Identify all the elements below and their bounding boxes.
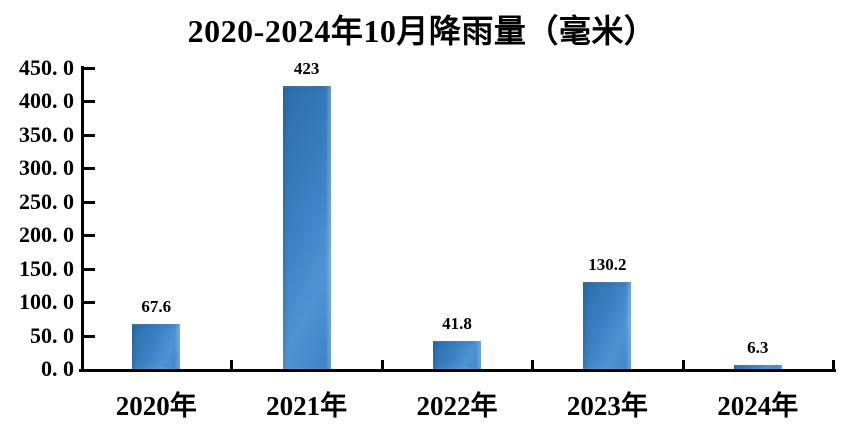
x-axis-category-label: 2020年 xyxy=(115,391,197,421)
bar-2023年 xyxy=(583,281,632,369)
y-axis-tick-label: 300. 0 xyxy=(19,155,74,181)
x-axis-tick xyxy=(531,360,535,372)
y-axis-tick xyxy=(84,234,95,238)
x-axis-tick xyxy=(681,360,685,372)
bar-value-label: 67.6 xyxy=(141,296,172,316)
bar-value-label: 130.2 xyxy=(588,254,627,274)
y-axis-tick xyxy=(84,167,95,171)
x-axis-line xyxy=(79,369,836,372)
y-axis-tick-label: 450. 0 xyxy=(19,55,74,80)
chart-title: 2020-2024年10月降雨量（毫米） xyxy=(187,13,657,49)
bar-2020年 xyxy=(132,323,181,369)
y-axis-tick-label: 350. 0 xyxy=(19,121,74,147)
x-axis-category-label: 2022年 xyxy=(416,391,498,421)
y-axis-tick-label: 400. 0 xyxy=(19,88,74,114)
bar-2021年 xyxy=(282,86,331,369)
y-axis-tick xyxy=(84,133,95,137)
bar-value-label: 6.3 xyxy=(747,337,769,357)
x-axis-tick xyxy=(380,360,384,372)
y-axis-tick-label: 50. 0 xyxy=(30,322,74,348)
y-axis-tick xyxy=(84,100,95,104)
x-axis-tick xyxy=(230,360,234,372)
y-axis-tick-label: 200. 0 xyxy=(19,222,74,248)
y-axis-tick xyxy=(84,200,95,204)
x-axis-category-label: 2021年 xyxy=(266,391,348,421)
x-axis-tick xyxy=(832,360,835,372)
x-axis-category-label: 2023年 xyxy=(566,391,648,421)
y-axis-tick-label: 0. 0 xyxy=(41,356,74,381)
y-axis-tick-label: 100. 0 xyxy=(19,289,74,315)
y-axis-tick xyxy=(84,67,95,70)
bar-2022年 xyxy=(433,341,481,369)
bar-value-label: 41.8 xyxy=(442,314,472,334)
y-axis-tick xyxy=(84,301,95,305)
y-axis-tick-label: 150. 0 xyxy=(19,255,74,281)
y-axis-tick xyxy=(84,334,95,338)
bar-2024年 xyxy=(733,364,782,369)
bar-value-label: 423 xyxy=(293,59,320,79)
y-axis-tick xyxy=(84,267,95,271)
y-axis-tick-label: 250. 0 xyxy=(19,188,74,214)
y-axis-line xyxy=(81,66,84,372)
x-axis-category-label: 2024年 xyxy=(717,391,799,421)
